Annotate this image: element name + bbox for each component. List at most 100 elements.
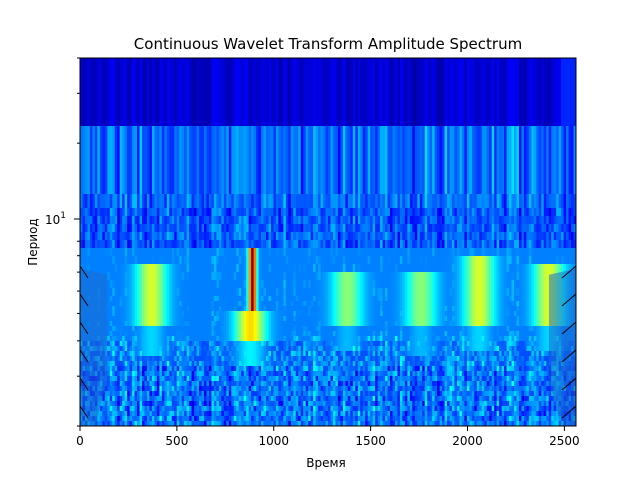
heatmap-cell [355, 224, 359, 233]
heatmap-cell [342, 341, 346, 347]
heatmap-cell [543, 194, 547, 209]
heatmap-cell [394, 216, 398, 225]
heatmap-cell [461, 321, 465, 327]
heatmap-cell [518, 248, 522, 257]
heatmap-cell [204, 326, 207, 332]
heatmap-cell [94, 248, 98, 257]
heatmap-cell [340, 311, 344, 317]
heatmap-cell [474, 331, 478, 337]
heatmap-cell [342, 346, 346, 352]
heatmap-cell [399, 216, 403, 225]
heatmap-cell [474, 326, 478, 332]
heatmap-cell [278, 316, 282, 322]
heatmap-cell [127, 316, 130, 322]
heatmap-cell [350, 301, 354, 307]
heatmap-cell [563, 126, 567, 195]
heatmap-cell [206, 341, 210, 347]
heatmap-cell [223, 346, 227, 352]
heatmap-cell [479, 280, 483, 289]
heatmap-cell [355, 248, 359, 257]
heatmap-cell [290, 216, 294, 225]
heatmap-cell [223, 248, 227, 257]
heatmap-cell [340, 126, 344, 195]
heatmap-cell [486, 248, 490, 257]
heatmap-cell [571, 58, 574, 127]
heatmap-cell [191, 264, 195, 273]
heatmap-cell [444, 232, 448, 241]
heatmap-cell [216, 126, 220, 195]
heatmap-cell [238, 311, 242, 317]
heatmap-cell [323, 321, 326, 327]
heatmap-cell [541, 240, 545, 249]
heatmap-cell [337, 272, 341, 281]
heatmap-cell [313, 264, 316, 273]
heatmap-cell [392, 301, 396, 307]
heatmap-cell [452, 296, 455, 302]
heatmap-cell [248, 321, 252, 327]
heatmap-cell [303, 296, 307, 302]
heatmap-cell [399, 240, 403, 249]
heatmap-cell [164, 301, 168, 307]
heatmap-cell [479, 288, 483, 297]
heatmap-cell [258, 194, 262, 209]
heatmap-cell [337, 341, 341, 347]
heatmap-cell [422, 316, 426, 322]
heatmap-cell [402, 58, 406, 127]
heatmap-cell [142, 326, 145, 332]
heatmap-cell [387, 256, 391, 265]
heatmap-cell [149, 256, 153, 265]
heatmap-cell [409, 311, 413, 317]
heatmap-cell [553, 126, 557, 195]
heatmap-cell [419, 311, 423, 317]
heatmap-cell [154, 316, 158, 322]
heatmap-cell [561, 126, 564, 195]
heatmap-cell [208, 216, 212, 225]
heatmap-cell [471, 280, 475, 289]
heatmap-cell [439, 311, 443, 317]
heatmap-cell [238, 336, 242, 342]
heatmap-cell [367, 208, 371, 217]
heatmap-cell [365, 256, 369, 265]
heatmap-cell [397, 341, 401, 347]
heatmap-cell [194, 326, 197, 332]
heatmap-cell [355, 264, 359, 273]
heatmap-cell [360, 256, 364, 265]
heatmap-cell [256, 326, 259, 332]
heatmap-cell [427, 341, 431, 347]
heatmap-cell [499, 311, 502, 317]
heatmap-cell [404, 336, 408, 342]
heatmap-cell [124, 208, 128, 217]
heatmap-cell [511, 341, 515, 347]
heatmap-cell [228, 58, 232, 127]
heatmap-cell [516, 240, 520, 249]
heatmap-cell [414, 341, 418, 347]
heatmap-cell [218, 248, 222, 257]
heatmap-cell [213, 256, 217, 265]
heatmap-cell [243, 272, 247, 281]
heatmap-cell [511, 272, 515, 281]
heatmap-cell [298, 311, 302, 317]
heatmap-cell [526, 194, 530, 209]
heatmap-cell [536, 208, 540, 217]
heatmap-cell [523, 331, 527, 337]
heatmap-cell [223, 336, 227, 342]
heatmap-cell [171, 216, 175, 225]
heatmap-cell [253, 232, 257, 241]
heatmap-cell [179, 256, 183, 265]
heatmap-cell [285, 336, 289, 342]
heatmap-cell [506, 240, 510, 249]
heatmap-cell [385, 58, 388, 127]
heatmap-cell [523, 346, 527, 352]
heatmap-cell [385, 331, 388, 337]
heatmap-cell [422, 326, 426, 332]
heatmap-cell [194, 280, 197, 289]
heatmap-cell [216, 346, 220, 352]
heatmap-cell [117, 301, 121, 307]
heatmap-cell [109, 232, 113, 241]
heatmap-cell [402, 311, 406, 317]
heatmap-cell [382, 224, 386, 233]
heatmap-cell [536, 256, 540, 265]
heatmap-cell [300, 296, 304, 302]
heatmap-cell [315, 301, 319, 307]
heatmap-cell [313, 248, 316, 257]
